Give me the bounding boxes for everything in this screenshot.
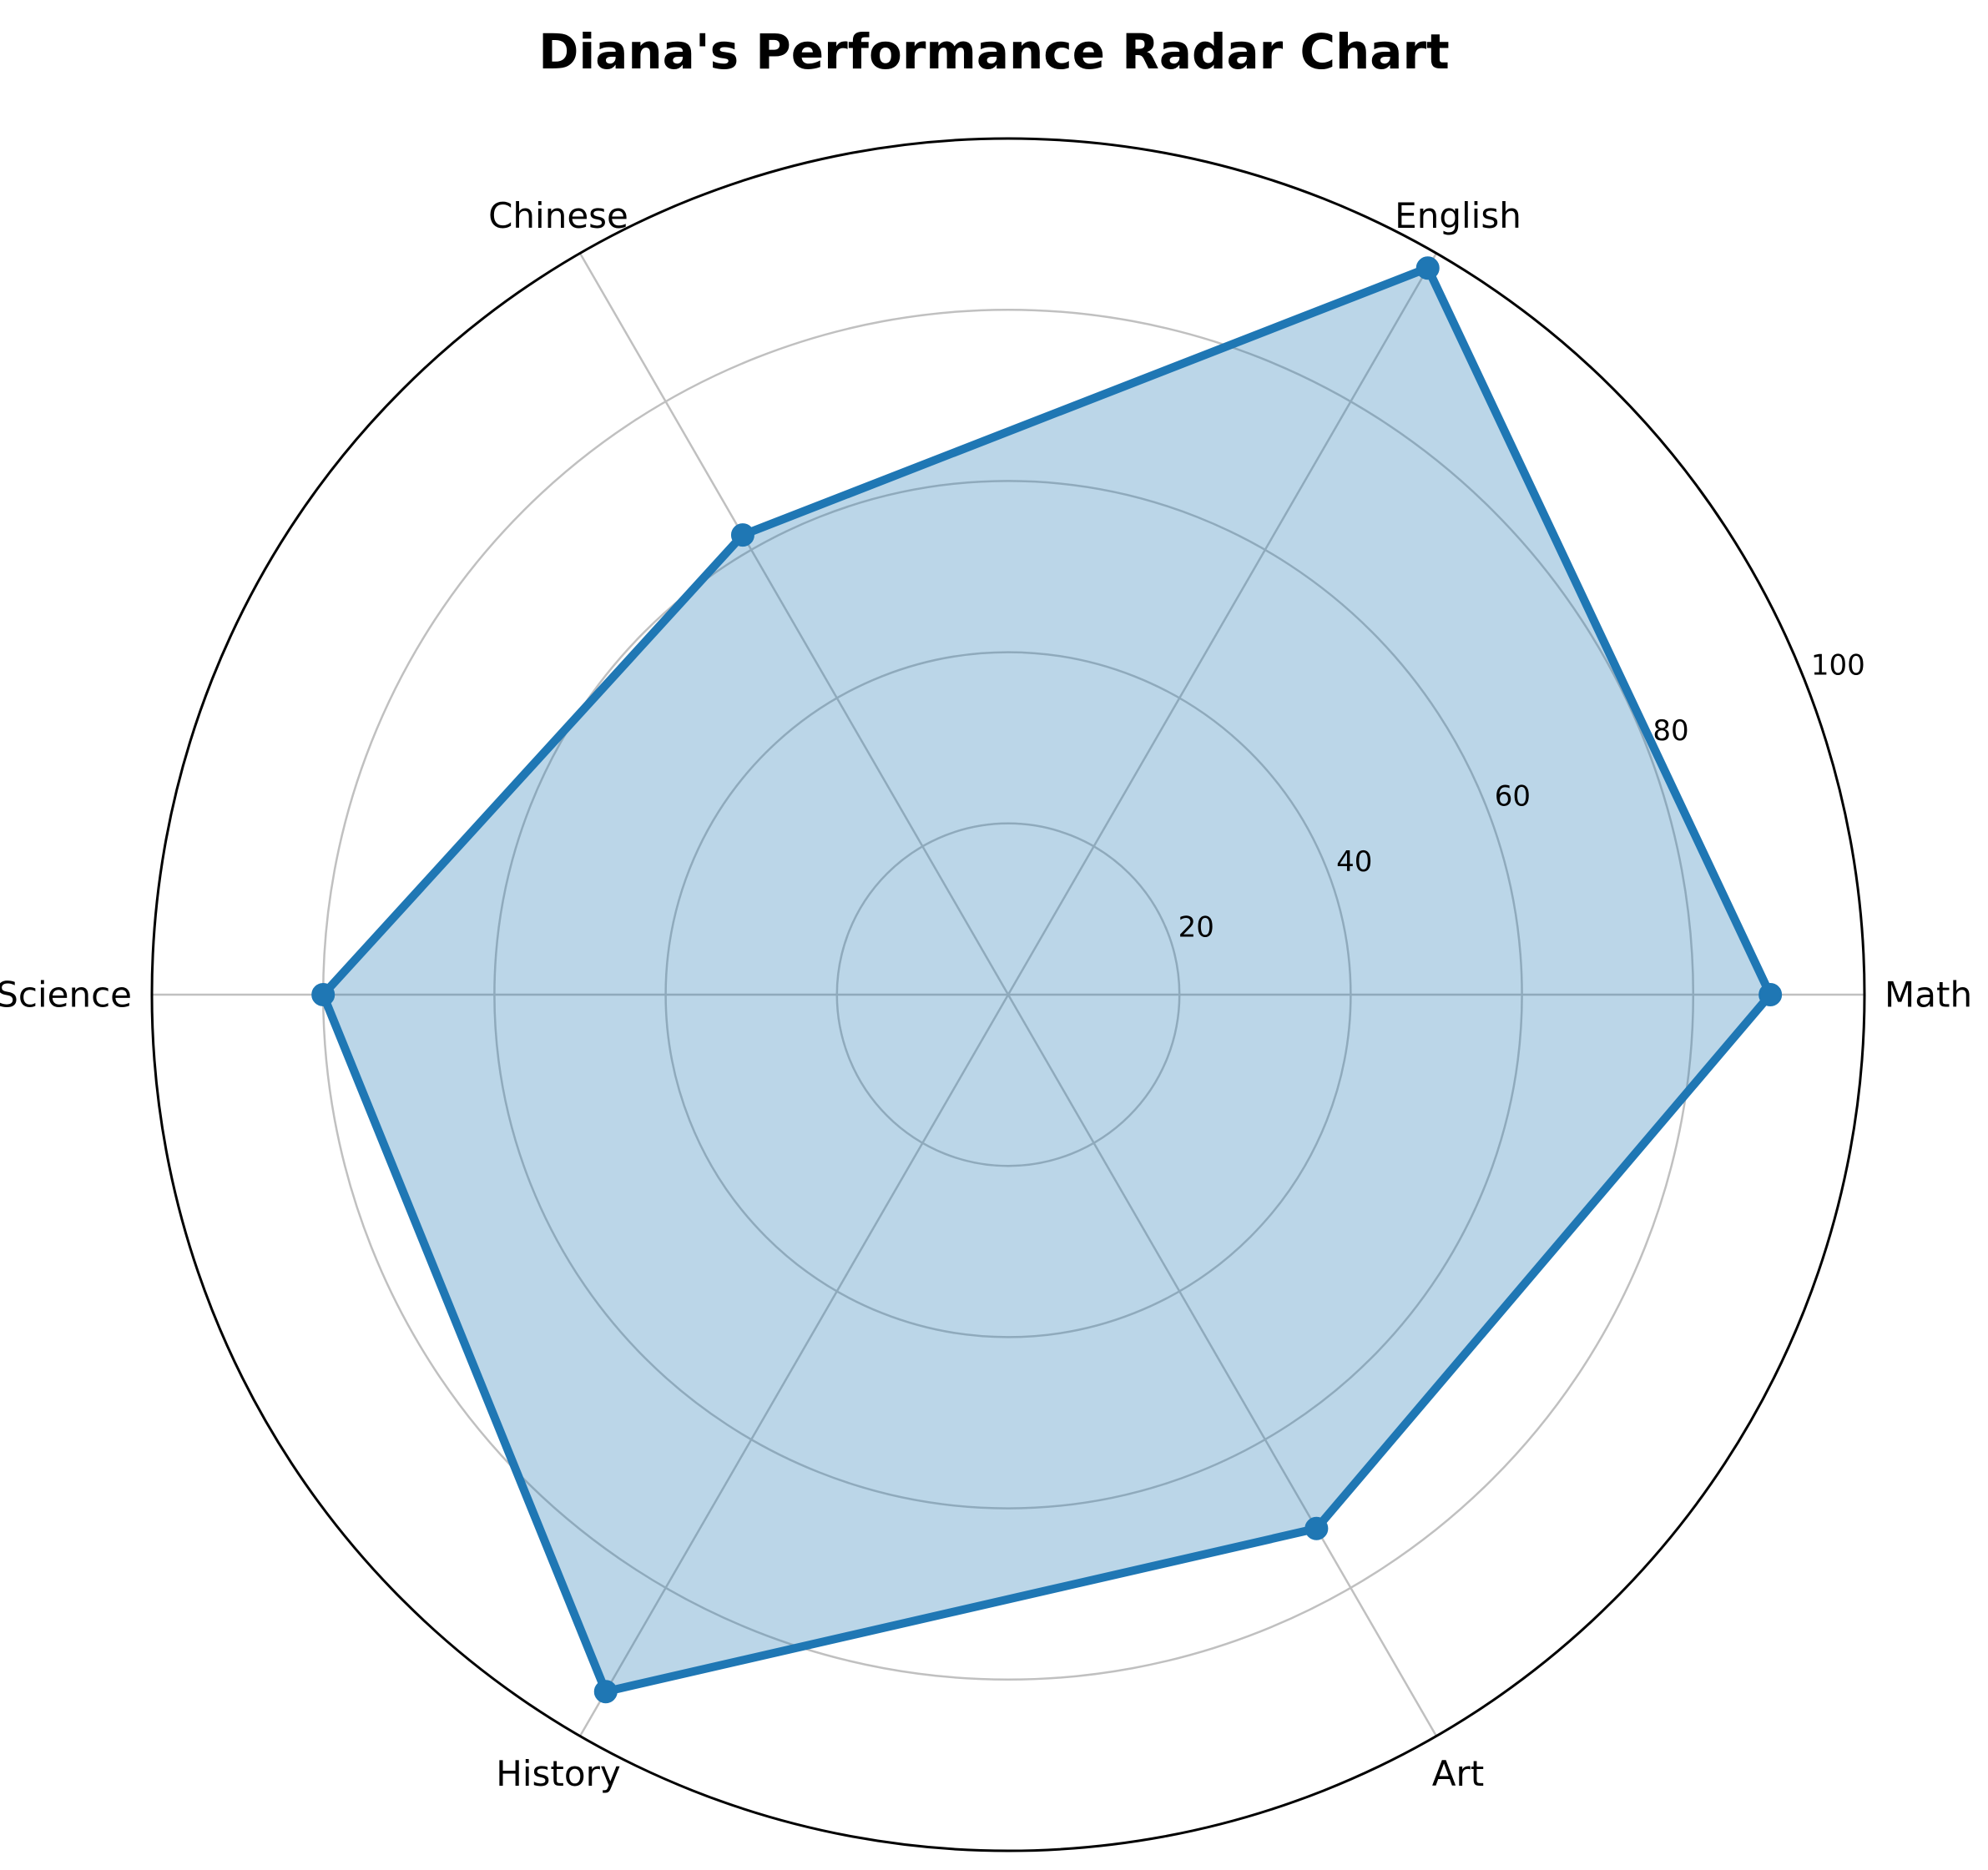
axis-label-math: Math: [1885, 975, 1972, 1016]
data-point-english: [1415, 256, 1440, 280]
data-area: [323, 268, 1771, 1692]
spoke-chinese: [578, 252, 1010, 995]
spoke-english: [1007, 252, 1438, 995]
spoke-art: [1007, 994, 1438, 1737]
chart-title: Diana's Performance Radar Chart: [538, 23, 1450, 80]
grid-layer: [150, 137, 1866, 1852]
outer-ring: [150, 137, 1866, 1852]
data-point-math: [1758, 983, 1783, 1006]
rtick-label-80: 80: [1652, 714, 1688, 748]
rtick-label-60: 60: [1495, 779, 1531, 813]
axis-label-science: Science: [0, 975, 132, 1016]
axis-label-history: History: [496, 1753, 620, 1794]
rtick-label-100: 100: [1811, 648, 1865, 682]
label-layer: Math English Chinese Science History Art 20 40 6…: [0, 195, 1972, 1794]
axis-label-art: Art: [1432, 1753, 1484, 1794]
data-point-history: [593, 1680, 618, 1704]
data-point-science: [311, 983, 336, 1006]
data-point-art: [1304, 1516, 1329, 1540]
spoke-history: [578, 994, 1010, 1737]
axis-label-english: English: [1395, 195, 1521, 236]
rtick-label-20: 20: [1178, 910, 1214, 944]
data-layer: [311, 256, 1783, 1704]
data-point-chinese: [730, 523, 754, 547]
axis-label-chinese: Chinese: [488, 195, 628, 236]
rtick-label-40: 40: [1336, 845, 1372, 879]
